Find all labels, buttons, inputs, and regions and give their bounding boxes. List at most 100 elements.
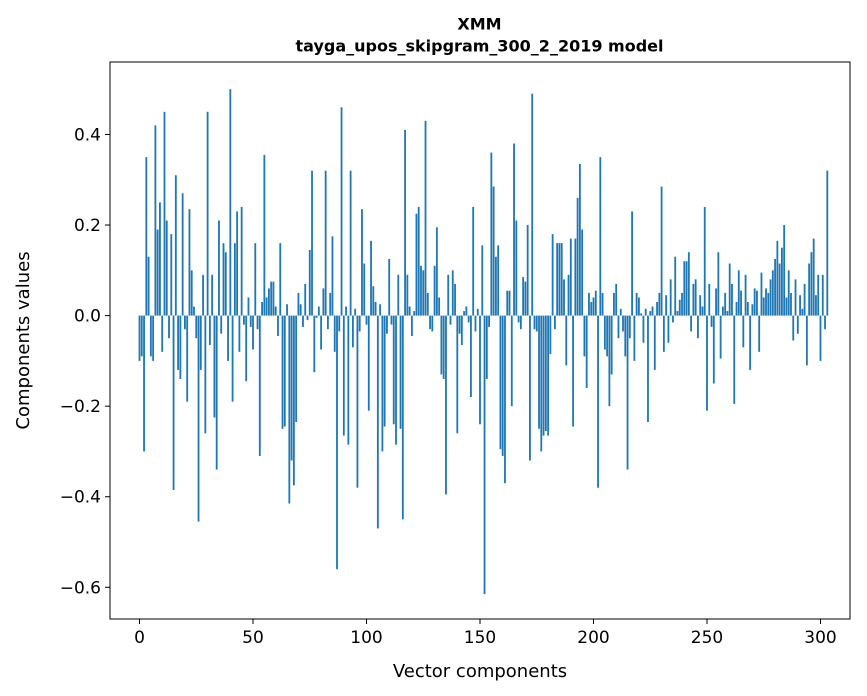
bar — [697, 315, 699, 339]
bar — [513, 143, 515, 316]
bar — [308, 249, 311, 316]
bar — [674, 256, 677, 316]
bar — [311, 170, 313, 316]
bar — [826, 170, 829, 316]
bar — [717, 252, 720, 316]
bar — [340, 107, 343, 316]
bar — [140, 315, 143, 357]
bar — [181, 193, 184, 316]
bar — [474, 315, 477, 332]
bar — [719, 315, 722, 359]
bar — [760, 272, 763, 316]
bar — [215, 315, 218, 470]
bar — [460, 315, 463, 346]
x-tick-label: 50 — [242, 628, 264, 648]
bar — [624, 315, 627, 357]
bar — [249, 315, 252, 327]
bar — [479, 315, 481, 425]
bar — [458, 315, 461, 334]
y-tick-label: −0.4 — [60, 488, 101, 508]
bar — [317, 306, 320, 316]
bar — [426, 292, 429, 316]
bar — [265, 297, 268, 316]
bar — [145, 157, 148, 316]
bar — [224, 252, 227, 316]
bar — [540, 315, 543, 452]
bar — [767, 292, 770, 316]
bar — [603, 315, 606, 350]
bar — [590, 302, 593, 316]
bar — [245, 315, 248, 382]
bar — [660, 186, 663, 316]
bar — [785, 297, 788, 316]
bar — [753, 288, 756, 316]
bar — [778, 263, 781, 316]
bar — [592, 297, 595, 316]
bar — [190, 270, 193, 316]
bar — [379, 304, 382, 316]
bar — [708, 283, 711, 316]
bar — [563, 279, 565, 316]
bar — [233, 243, 236, 316]
bar — [206, 111, 209, 316]
bar — [361, 209, 363, 316]
bar — [712, 315, 715, 384]
bar — [288, 315, 291, 504]
bar — [488, 315, 490, 327]
bar — [703, 206, 706, 316]
bar — [186, 315, 189, 402]
bar — [204, 315, 207, 434]
bar — [445, 315, 447, 495]
bar — [351, 315, 354, 348]
bar — [431, 315, 434, 332]
bar — [517, 315, 520, 323]
bar — [694, 279, 697, 316]
bar — [336, 315, 338, 570]
bar — [583, 315, 586, 357]
bar — [410, 315, 413, 336]
bar — [792, 315, 795, 341]
bar — [413, 311, 416, 316]
bar — [195, 315, 198, 339]
bar — [683, 261, 686, 316]
bar — [174, 175, 177, 316]
bar — [572, 315, 574, 427]
bar — [149, 315, 152, 357]
bar — [258, 315, 261, 456]
bar — [367, 315, 370, 411]
bar — [529, 315, 531, 461]
bar — [494, 256, 497, 316]
bar — [803, 283, 806, 316]
bar — [374, 302, 377, 316]
bar — [710, 315, 713, 327]
bar — [381, 315, 384, 452]
y-tick-label: 0.0 — [74, 307, 101, 327]
bar — [197, 315, 200, 522]
bar — [202, 274, 204, 316]
y-tick-label: −0.6 — [60, 578, 101, 598]
bar — [613, 292, 615, 316]
bar — [322, 288, 325, 316]
bar — [454, 283, 456, 316]
x-axis: 0 50 100 150 200 250 300 — [134, 619, 837, 648]
bar — [506, 290, 509, 316]
bar — [740, 290, 742, 316]
bar — [531, 93, 534, 316]
bar — [333, 315, 336, 352]
bar — [685, 261, 688, 316]
bar — [463, 311, 466, 316]
bar — [701, 306, 704, 316]
bar — [156, 229, 159, 316]
bar — [467, 315, 470, 323]
bar — [227, 315, 229, 361]
bar — [229, 89, 232, 316]
bar — [440, 315, 443, 375]
bar — [424, 120, 427, 316]
bar — [581, 229, 584, 316]
bar — [295, 315, 298, 423]
bar — [481, 245, 484, 316]
bar — [821, 274, 824, 316]
bar — [751, 304, 754, 316]
bar — [519, 315, 522, 330]
bar — [765, 288, 767, 316]
